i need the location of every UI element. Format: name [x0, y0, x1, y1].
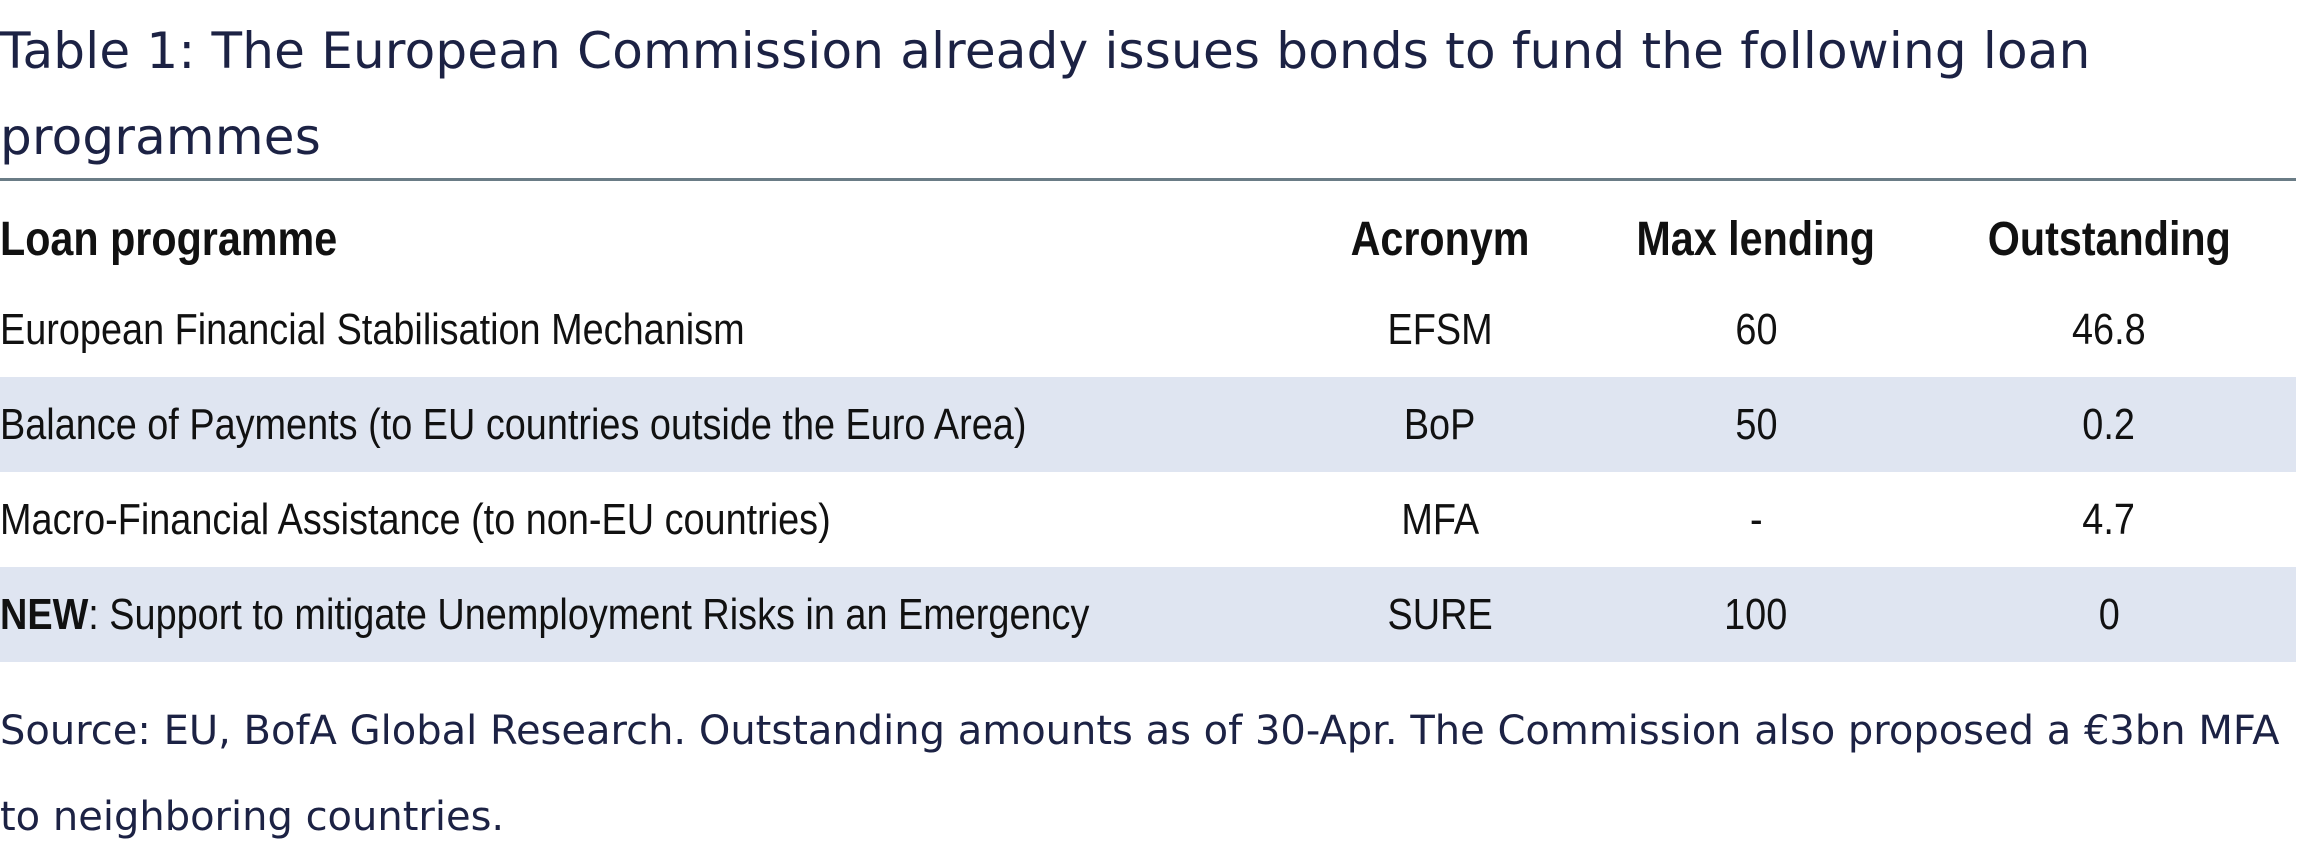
- cell-acronym: BoP: [1290, 377, 1590, 472]
- cell-outstanding: 46.8: [2072, 304, 2146, 354]
- source-note: Source: EU, BofA Global Research. Outsta…: [0, 708, 2280, 840]
- cell-acronym: EFSM: [1387, 304, 1493, 354]
- header-acronym: Acronym: [1350, 212, 1530, 266]
- cell-programme: Macro-Financial Assistance (to non-EU co…: [0, 494, 831, 544]
- title-divider: [0, 178, 2296, 181]
- new-label: NEW: [0, 589, 89, 639]
- cell-outstanding: 4.7: [2082, 494, 2136, 544]
- cell-max-lending: -: [1749, 494, 1763, 544]
- header-loan-programme: Loan programme: [0, 212, 338, 266]
- table-row: Macro-Financial Assistance (to non-EU co…: [0, 472, 2296, 567]
- header-max-lending: Max lending: [1636, 212, 1876, 266]
- table-title: Table 1: The European Commission already…: [0, 22, 2091, 166]
- cell-programme: European Financial Stabilisation Mechani…: [0, 304, 745, 354]
- cell-max-lending: 100: [1590, 567, 1922, 662]
- cell-acronym: SURE: [1290, 567, 1590, 662]
- table-row: Balance of Payments (to EU countries out…: [0, 377, 2296, 472]
- cell-acronym: MFA: [1401, 494, 1479, 544]
- loan-programmes-table: Loan programme Acronym Max lending Outst…: [0, 196, 2296, 662]
- table-row: European Financial Stabilisation Mechani…: [0, 282, 2296, 377]
- cell-max-lending: 50: [1590, 377, 1922, 472]
- cell-programme: Balance of Payments (to EU countries out…: [0, 377, 1290, 472]
- cell-outstanding: 0: [1922, 567, 2296, 662]
- table-row: NEW: Support to mitigate Unemployment Ri…: [0, 567, 2296, 662]
- cell-max-lending: 60: [1734, 304, 1778, 354]
- document-page: Table 1: The European Commission already…: [0, 22, 2296, 840]
- cell-outstanding: 0.2: [1922, 377, 2296, 472]
- table-header-row: Loan programme Acronym Max lending Outst…: [0, 196, 2296, 282]
- header-outstanding: Outstanding: [1987, 212, 2231, 266]
- cell-programme: NEW: Support to mitigate Unemployment Ri…: [0, 567, 1290, 662]
